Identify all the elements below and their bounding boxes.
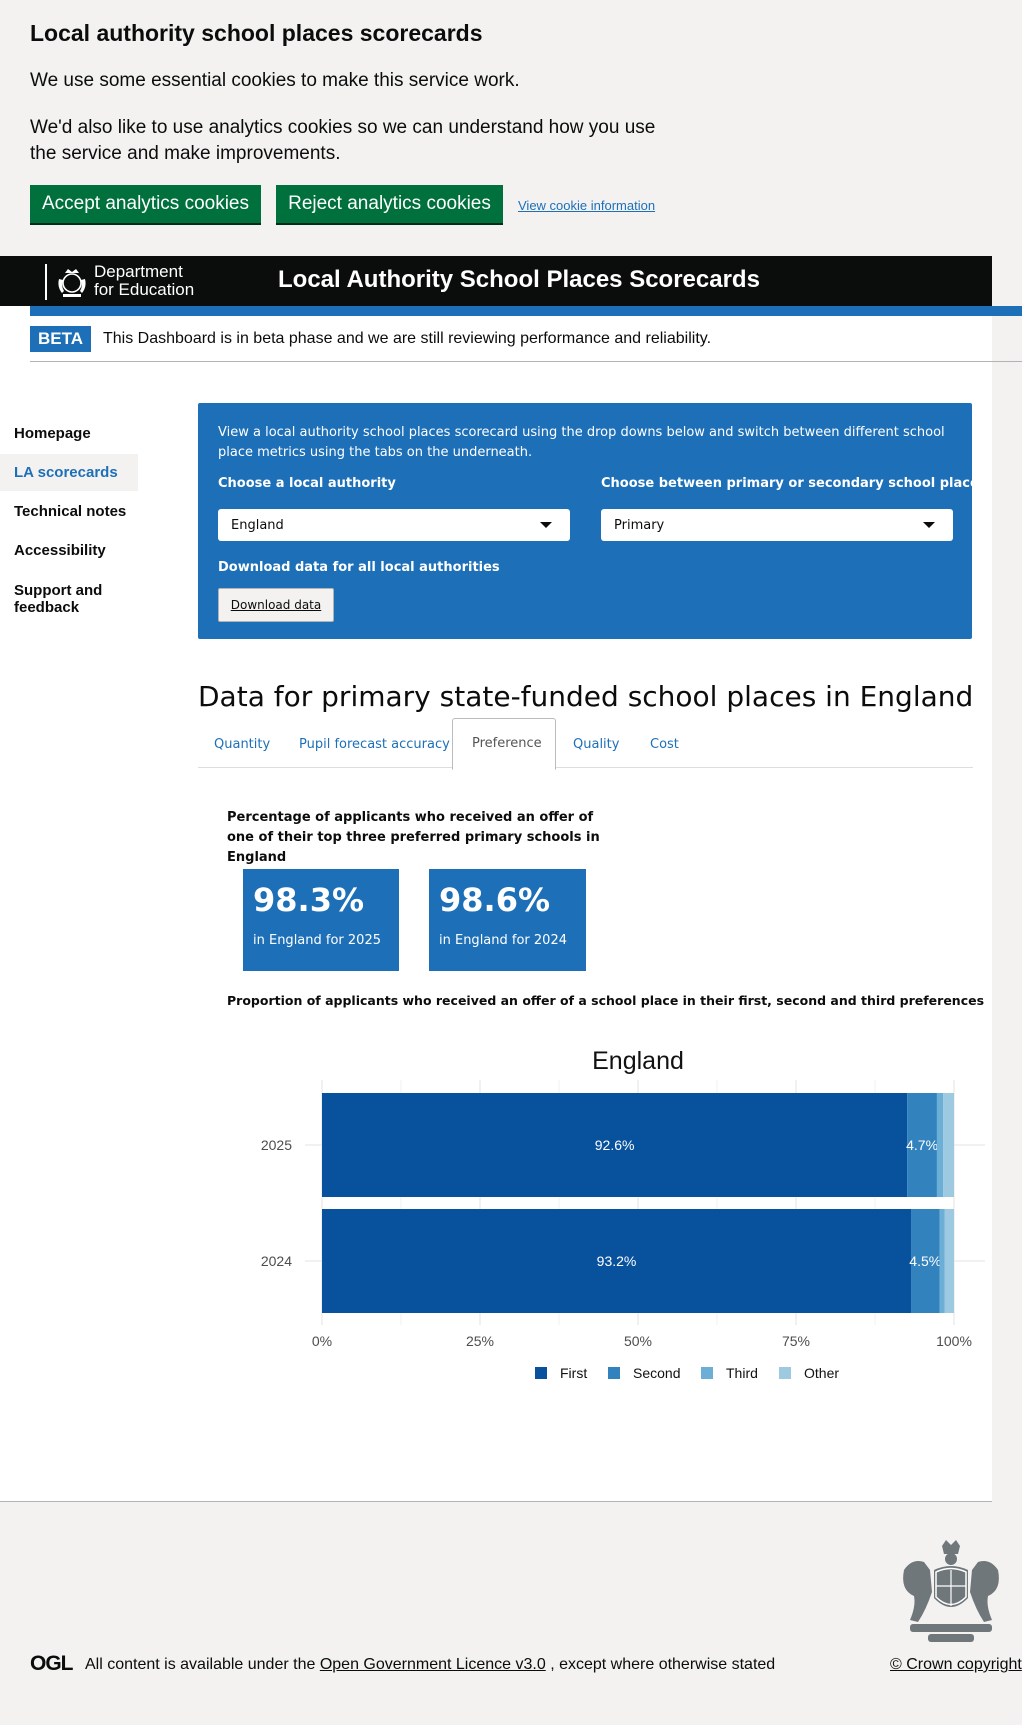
kpi-caption: Percentage of applicants who received an… xyxy=(227,810,600,865)
chevron-down-icon xyxy=(923,522,935,528)
dfe-logo-line1: Department xyxy=(94,262,183,281)
legend-swatch-third xyxy=(701,1367,713,1379)
royal-crest-icon xyxy=(58,269,86,297)
x-tick-label: 25% xyxy=(466,1333,494,1349)
x-tick-label: 0% xyxy=(312,1333,332,1349)
phase-select-label: Choose between primary or secondary scho… xyxy=(601,476,987,491)
data-label-second-2024: 4.5% xyxy=(909,1253,941,1269)
legend-label-third: Third xyxy=(726,1365,758,1381)
legend-swatch-other xyxy=(779,1367,791,1379)
download-label: Download data for all local authorities xyxy=(218,560,500,575)
tabs-divider xyxy=(198,767,973,768)
tab-pupil-forecast-accuracy[interactable]: Pupil forecast accuracy xyxy=(299,737,450,752)
la-select-value: England xyxy=(231,518,284,533)
footer-divider xyxy=(0,1501,992,1502)
preference-bar-chart: England 92.6% 4.7% 2025 93.2% 4.5% 2024 0% 25% 50… xyxy=(261,1047,985,1381)
bar-second-2025 xyxy=(907,1093,937,1197)
page-title: Data for primary state-funded school pla… xyxy=(198,680,974,713)
data-label-second-2025: 4.7% xyxy=(906,1137,938,1153)
panel-intro-text: View a local authority school places sco… xyxy=(218,425,945,460)
chart-caption: Proportion of applicants who received an… xyxy=(227,993,985,1008)
accept-cookies-button[interactable]: Accept analytics cookies xyxy=(30,185,261,223)
reject-cookies-button[interactable]: Reject analytics cookies xyxy=(276,185,503,223)
y-tick-label-2025: 2025 xyxy=(261,1137,292,1153)
beta-banner-text: This Dashboard is in beta phase and we a… xyxy=(103,330,712,347)
legend-swatch-first xyxy=(535,1367,547,1379)
kpi-label-2025: in England for 2025 xyxy=(253,933,381,948)
cookie-banner-title: Local authority school places scorecards xyxy=(30,20,483,46)
download-data-button[interactable]: Download data xyxy=(218,588,334,622)
sidebar-item-accessibility[interactable]: Accessibility xyxy=(14,542,106,559)
kpi-card-2024: 98.6% in England for 2024 xyxy=(429,869,586,971)
beta-divider xyxy=(30,361,1022,362)
la-select[interactable]: England xyxy=(218,509,570,541)
footer-licence-text: All content is available under the Open … xyxy=(85,1656,775,1674)
crown-copyright-link[interactable]: © Crown copyright xyxy=(890,1656,1022,1673)
legend-label-other: Other xyxy=(804,1365,839,1381)
sidebar-item-la-scorecards[interactable]: LA scorecards xyxy=(14,464,118,481)
service-title[interactable]: Local Authority School Places Scorecards xyxy=(278,266,760,293)
legend-label-second: Second xyxy=(633,1365,680,1381)
kpi-value-2025: 98.3% xyxy=(253,881,365,919)
licence-link[interactable]: Open Government Licence v3.0 xyxy=(319,1656,546,1673)
sidebar-support-line2: feedback xyxy=(14,599,80,616)
sidebar-item-support-feedback[interactable]: Support and feedback xyxy=(14,582,102,616)
bar-first-2024 xyxy=(322,1209,912,1313)
sidebar-active-highlight xyxy=(0,454,138,491)
beta-tag: BETA xyxy=(30,326,92,352)
footer-text-before: All content is available under the xyxy=(85,1656,316,1673)
chart-title: England xyxy=(592,1047,684,1075)
tab-quality[interactable]: Quality xyxy=(573,737,620,752)
kpi-card-2025: 98.3% in England for 2025 xyxy=(243,869,399,971)
legend-swatch-second xyxy=(608,1367,620,1379)
cookie-banner-analytics-text: We'd also like to use analytics cookies … xyxy=(30,117,656,164)
sidebar-item-homepage[interactable]: Homepage xyxy=(14,425,91,442)
sidebar-item-technical-notes[interactable]: Technical notes xyxy=(14,503,127,520)
kpi-value-2024: 98.6% xyxy=(439,881,551,919)
tab-preference-label: Preference xyxy=(472,736,542,751)
bar-third-2025 xyxy=(936,1093,944,1197)
sidebar-support-line1: Support and xyxy=(14,582,103,599)
cookie-banner-text: We use some essential cookies to make th… xyxy=(30,70,520,91)
bar-second-2024 xyxy=(911,1209,940,1313)
y-tick-label-2024: 2024 xyxy=(261,1253,292,1269)
data-label-first-2025: 92.6% xyxy=(595,1137,635,1153)
footer-text-after: , except where otherwise stated xyxy=(550,1656,776,1673)
x-tick-label: 75% xyxy=(782,1333,810,1349)
dfe-logo-line2: for Education xyxy=(94,280,195,299)
dfe-logo[interactable] xyxy=(45,264,55,300)
bar-other-2025 xyxy=(943,1093,954,1197)
phase-select-value: Primary xyxy=(614,518,665,533)
site-header xyxy=(0,256,992,306)
ogl-logo: OGL xyxy=(30,1652,73,1675)
tab-preference[interactable] xyxy=(452,718,556,770)
header-accent-strip xyxy=(30,306,1022,316)
bar-other-2024 xyxy=(944,1209,954,1313)
bar-first-2025 xyxy=(322,1093,908,1197)
legend-label-first: First xyxy=(560,1365,587,1381)
dfe-logo-text: Department for Education xyxy=(94,263,194,299)
x-tick-label: 100% xyxy=(936,1333,972,1349)
x-tick-label: 50% xyxy=(624,1333,652,1349)
kpi-label-2024: in England for 2024 xyxy=(439,933,567,948)
data-label-first-2024: 93.2% xyxy=(597,1253,637,1269)
phase-select[interactable]: Primary xyxy=(601,509,953,541)
royal-coat-of-arms-icon xyxy=(903,1540,999,1642)
chevron-down-icon xyxy=(540,522,552,528)
tab-cost[interactable]: Cost xyxy=(650,737,679,752)
la-select-label: Choose a local authority xyxy=(218,476,396,491)
view-cookie-info-link[interactable]: View cookie information xyxy=(518,198,656,213)
bar-third-2024 xyxy=(939,1209,945,1313)
tab-quantity[interactable]: Quantity xyxy=(214,737,271,752)
